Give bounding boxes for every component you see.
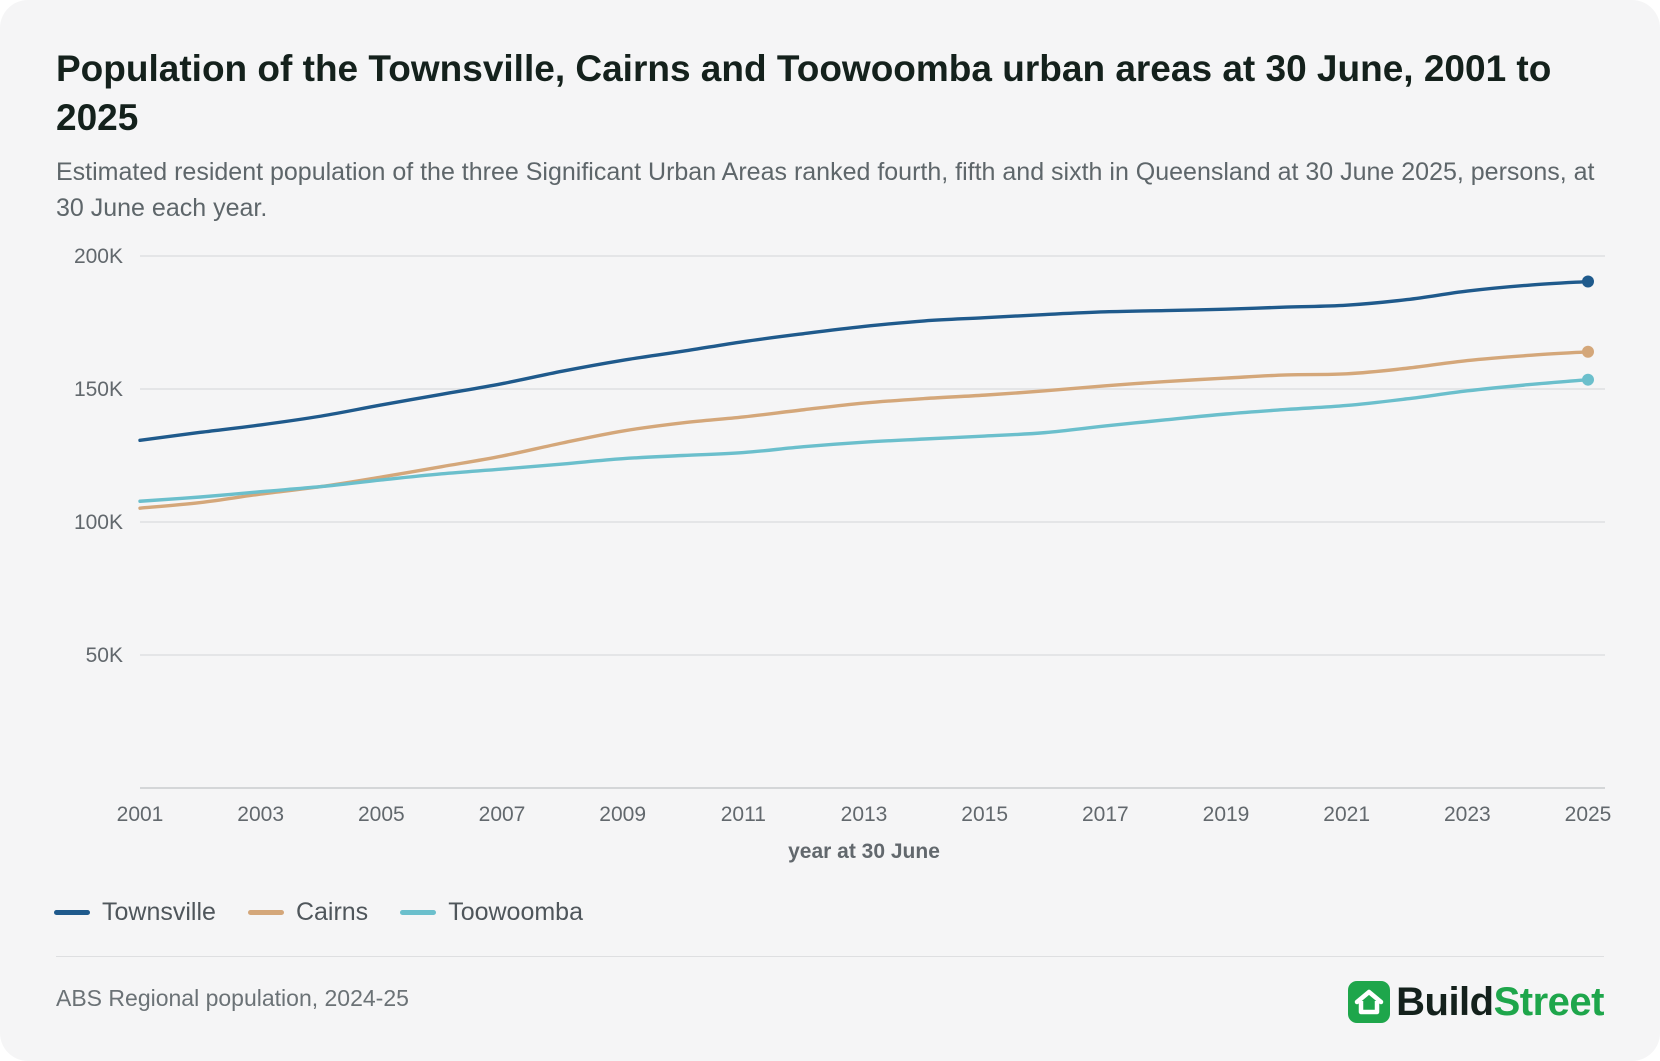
y-tick-label: 100K [74,511,123,534]
x-axis-title: year at 30 June [788,840,940,863]
x-tick-label: 2025 [1565,803,1612,826]
x-tick-label: 2001 [117,803,164,826]
x-tick-label: 2019 [1203,803,1250,826]
series-line-cairns [138,350,1590,510]
y-tick-label: 150K [74,378,123,401]
x-tick-label: 2007 [479,803,526,826]
y-tick-label: 200K [74,245,123,268]
y-tick-label: 50K [86,644,123,667]
footer-divider [56,956,1604,957]
x-tick-label: 2011 [721,803,766,826]
legend-label-townsville: Townsville [102,897,216,926]
legend-label-cairns: Cairns [295,897,369,926]
brand-name-street: Street [1493,980,1605,1024]
chart-subtitle: Estimated resident population of the thr… [56,158,1595,222]
chart-legend: Townsville Cairns Toowoomba [54,894,615,930]
x-tick-label: 2017 [1082,803,1129,826]
source-note: ABS Regional population, 2024-25 [56,985,409,1011]
x-tick-label: 2023 [1444,803,1491,826]
x-tick-label: 2015 [961,803,1008,826]
x-tick-label: 2005 [358,803,405,826]
legend-item-cairns: Cairns [247,897,369,927]
x-tick-label: 2009 [599,803,646,826]
legend-swatch-townsville [54,909,90,915]
legend-swatch-cairns [247,909,284,915]
legend-item-townsville: Townsville [54,898,216,927]
house-icon [1348,981,1391,1023]
series-end-point-townsville [1582,275,1594,288]
series-end-point-cairns [1582,345,1594,358]
series-end-point-toowoomba [1582,373,1594,386]
x-tick-label: 2003 [237,803,284,826]
legend-swatch-toowoomba [400,909,437,915]
series-line-townsville [138,279,1590,443]
series-line-toowoomba [138,377,1590,503]
x-tick-label: 2013 [841,803,888,826]
chart-title: Population of the Townsville, Cairns and… [56,48,1552,138]
legend-item-toowoomba: Toowoomba [400,898,583,927]
legend-label-toowoomba: Toowoomba [448,897,583,926]
brand-logo: Build Street [1348,978,1605,1026]
brand-name-build: Build [1396,980,1494,1024]
x-tick-label: 2021 [1323,803,1370,826]
